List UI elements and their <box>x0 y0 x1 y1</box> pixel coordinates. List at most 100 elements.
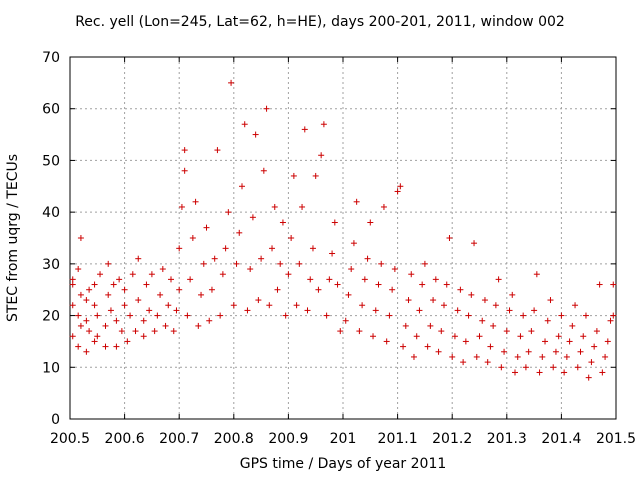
data-point <box>217 312 224 319</box>
data-point <box>416 307 423 314</box>
data-point <box>481 297 488 304</box>
data-point <box>181 147 188 154</box>
data-point <box>315 286 322 293</box>
data-point <box>228 79 235 86</box>
data-point <box>345 291 352 298</box>
data-point <box>198 291 205 298</box>
data-point <box>69 276 76 283</box>
data-point <box>413 333 420 340</box>
data-point <box>370 333 377 340</box>
data-point <box>476 333 483 340</box>
data-point <box>430 297 437 304</box>
data-point <box>113 317 120 324</box>
axis-ticks: 200.5 200.6 200.7 200.8 200.9 201 201.1 201.2 20… <box>42 50 636 447</box>
data-point <box>266 302 273 309</box>
grid-lines <box>70 57 616 419</box>
data-point <box>247 266 254 273</box>
y-tick-label: 40 <box>42 205 60 221</box>
data-point <box>94 312 101 319</box>
data-point <box>116 276 123 283</box>
data-point <box>293 302 300 309</box>
data-point <box>460 359 467 366</box>
data-point <box>208 286 215 293</box>
data-point <box>83 348 90 355</box>
data-point <box>438 328 445 335</box>
data-point <box>372 307 379 314</box>
data-point <box>509 291 516 298</box>
data-point <box>274 286 281 293</box>
data-point <box>285 271 292 278</box>
data-point <box>326 276 333 283</box>
data-point <box>91 338 98 345</box>
data-point <box>288 235 295 241</box>
data-point <box>75 343 82 350</box>
data-point <box>421 260 428 267</box>
data-point <box>233 260 240 267</box>
data-point <box>454 307 461 314</box>
data-point <box>296 260 303 267</box>
data-point <box>580 333 587 340</box>
data-point <box>492 302 499 309</box>
data-point <box>83 297 90 304</box>
data-point <box>552 348 559 355</box>
data-point <box>539 353 546 360</box>
data-point <box>178 203 185 210</box>
data-point <box>200 260 207 267</box>
data-point <box>501 348 508 355</box>
data-point <box>77 235 84 241</box>
data-point <box>192 198 199 205</box>
data-point <box>165 302 172 309</box>
data-point <box>342 317 349 324</box>
data-point <box>97 271 104 278</box>
x-tick-label: 200.8 <box>214 431 254 447</box>
data-point <box>514 353 521 360</box>
data-point <box>75 312 82 319</box>
data-point <box>323 312 330 319</box>
data-point <box>260 167 267 174</box>
data-point <box>151 328 158 335</box>
data-point <box>506 307 513 314</box>
data-point <box>563 353 570 360</box>
data-point <box>471 240 478 247</box>
data-point <box>102 322 109 329</box>
data-point <box>520 312 527 319</box>
data-point <box>435 348 442 355</box>
data-point <box>427 322 434 329</box>
x-tick-label: 201 <box>330 431 357 447</box>
data-point <box>558 312 565 319</box>
data-point <box>577 348 584 355</box>
data-point <box>211 255 218 262</box>
data-point <box>446 235 453 241</box>
data-point <box>181 167 188 174</box>
data-point <box>329 250 336 257</box>
data-point <box>140 317 147 324</box>
data-point <box>495 276 502 283</box>
data-point <box>465 312 472 319</box>
data-point <box>255 297 262 304</box>
data-point <box>405 297 412 304</box>
data-point <box>441 302 448 309</box>
data-point <box>320 121 327 128</box>
data-point <box>484 359 491 366</box>
data-point <box>462 338 469 345</box>
data-point <box>135 297 142 304</box>
data-point <box>69 333 76 340</box>
data-point <box>473 353 480 360</box>
data-point <box>400 343 407 350</box>
data-point <box>159 266 166 273</box>
data-point <box>383 338 390 345</box>
data-point <box>359 302 366 309</box>
data-point <box>124 338 131 345</box>
data-point <box>593 328 600 335</box>
data-point <box>378 260 385 267</box>
data-point <box>173 307 180 314</box>
data-point <box>203 224 210 231</box>
data-point <box>517 333 524 340</box>
data-point <box>449 353 456 360</box>
data-point <box>574 364 581 371</box>
data-point <box>610 281 617 288</box>
data-point <box>157 291 164 298</box>
y-tick-label: 0 <box>51 412 60 428</box>
data-point <box>591 343 598 350</box>
data-point <box>195 322 202 329</box>
